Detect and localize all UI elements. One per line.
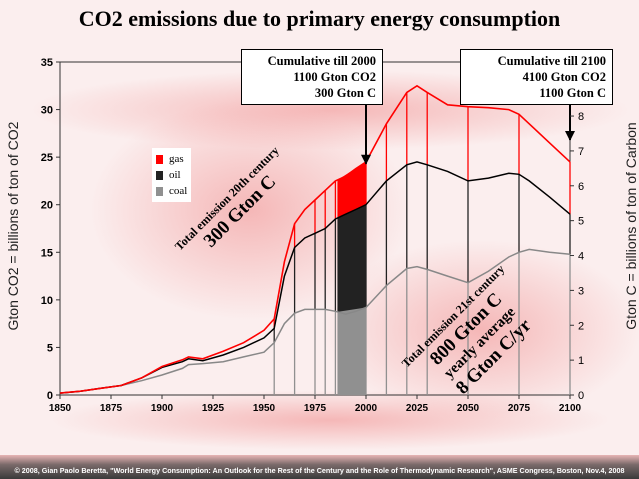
callout-line: 1100 Gton CO2 (293, 70, 376, 84)
y-left-tick-label: 15 (41, 247, 53, 259)
y-axis-right-label: Gton C = billions of ton of Carbon (623, 122, 639, 330)
legend-label: gas (169, 153, 184, 165)
y-left-tick-label: 30 (41, 105, 53, 117)
y-right-tick-label: 4 (578, 251, 584, 263)
series-line-gas (59, 84, 571, 394)
y-axis-left-label: Gton CO2 = billions of ton of CO2 (5, 121, 21, 331)
x-tick-label: 2075 (508, 403, 531, 414)
legend-swatch-gas (156, 154, 163, 164)
y-right-tick-label: 2 (578, 320, 584, 332)
x-tick-label: 2100 (559, 403, 582, 414)
legend-item-gas: gas (156, 151, 187, 167)
chart-title: CO2 emissions due to primary energy cons… (78, 6, 561, 31)
chart-legend: gas oil coal (152, 148, 192, 202)
y-right-tick-label: 5 (578, 216, 584, 228)
series-line-oil (59, 161, 571, 394)
x-tick-label: 1875 (100, 403, 123, 414)
legend-label: oil (169, 169, 181, 181)
callout-cumulative-2100: Cumulative till 2100 4100 Gton CO2 1100 … (460, 49, 613, 105)
y-right-tick-label: 3 (578, 285, 584, 297)
y-left-tick-label: 5 (47, 342, 53, 354)
x-tick-label: 2050 (457, 403, 480, 414)
callout-arrow-head (361, 154, 371, 165)
block-coal (337, 307, 366, 395)
x-tick-label: 2000 (355, 403, 378, 414)
y-left-tick-label: 25 (41, 152, 53, 164)
x-tick-label: 1975 (304, 403, 327, 414)
y-left-tick-label: 20 (41, 200, 53, 212)
callout-line: 1100 Gton C (539, 86, 606, 100)
y-left-tick-label: 10 (41, 295, 53, 307)
y-right-tick-label: 0 (578, 390, 584, 402)
x-tick-label: 1925 (202, 403, 225, 414)
footer-bar (0, 455, 639, 479)
y-left-tick-label: 0 (47, 390, 53, 402)
y-right-tick-label: 7 (578, 146, 584, 158)
x-tick-label: 1900 (151, 403, 174, 414)
y-left-tick-label: 35 (41, 57, 53, 69)
legend-item-oil: oil (156, 167, 187, 183)
x-tick-label: 1950 (253, 403, 276, 414)
series-line-coal (59, 248, 571, 394)
y-right-tick-label: 8 (578, 111, 584, 123)
callout-arrow-head (565, 131, 575, 142)
callout-line: 300 Gton C (314, 86, 376, 100)
callout-line: Cumulative till 2000 (267, 54, 376, 68)
legend-swatch-coal (156, 186, 163, 196)
y-right-tick-label: 6 (578, 181, 584, 193)
x-tick-label: 1850 (49, 403, 72, 414)
callout-line: 4100 Gton CO2 (522, 70, 606, 84)
legend-item-coal: coal (156, 183, 187, 199)
footer-citation: © 2008, Gian Paolo Beretta, "World Energ… (14, 466, 625, 475)
x-tick-label: 2025 (406, 403, 429, 414)
legend-swatch-oil (156, 170, 163, 180)
block-oil (337, 204, 366, 312)
legend-label: coal (169, 185, 188, 197)
y-right-tick-label: 1 (578, 355, 584, 367)
callout-line: Cumulative till 2100 (497, 54, 606, 68)
callout-cumulative-2000: Cumulative till 2000 1100 Gton CO2 300 G… (241, 49, 383, 105)
